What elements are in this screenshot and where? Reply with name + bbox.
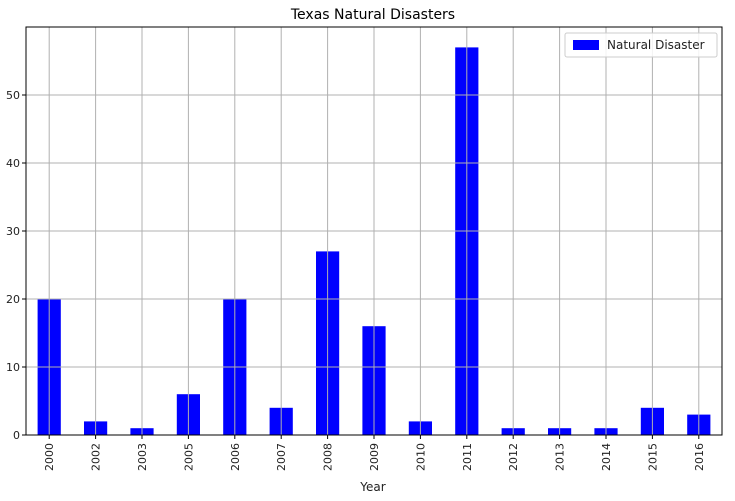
y-tick-label: 30 bbox=[6, 225, 20, 238]
x-tick-label: 2008 bbox=[322, 443, 335, 471]
legend-label: Natural Disaster bbox=[607, 38, 705, 52]
legend-box bbox=[564, 32, 718, 58]
legend-swatch bbox=[573, 40, 599, 50]
x-tick-label: 2007 bbox=[275, 443, 288, 471]
x-tick-label: 2012 bbox=[507, 443, 520, 471]
x-axis-label: Year bbox=[359, 480, 385, 494]
x-tick-label: 2014 bbox=[600, 443, 613, 471]
grid-lines bbox=[26, 27, 722, 436]
x-tick-label: 2016 bbox=[693, 443, 706, 471]
x-tick-label: 2003 bbox=[136, 443, 149, 471]
x-tick-label: 2005 bbox=[182, 443, 195, 471]
y-axis: 0 10 20 30 40 50 bbox=[6, 89, 26, 442]
x-tick-label: 2015 bbox=[646, 443, 659, 471]
x-tick-label: 2010 bbox=[414, 443, 427, 471]
chart-title: Texas Natural Disasters bbox=[290, 7, 455, 23]
y-tick-label: 0 bbox=[13, 429, 20, 442]
x-axis: 2000 2002 2003 2005 2006 2007 2008 2009 2010 2011… bbox=[43, 435, 706, 471]
x-tick-label: 2011 bbox=[461, 443, 474, 471]
x-tick-label: 2006 bbox=[229, 443, 242, 471]
y-tick-label: 50 bbox=[6, 89, 20, 102]
x-tick-label: 2013 bbox=[554, 443, 567, 471]
x-tick-label: 2000 bbox=[43, 443, 56, 471]
x-tick-label: 2009 bbox=[368, 443, 381, 471]
y-tick-label: 20 bbox=[6, 293, 20, 306]
y-tick-label: 10 bbox=[6, 361, 20, 374]
legend: Natural Disaster bbox=[564, 32, 718, 58]
y-tick-label: 40 bbox=[6, 157, 20, 170]
x-tick-label: 2002 bbox=[90, 443, 103, 471]
